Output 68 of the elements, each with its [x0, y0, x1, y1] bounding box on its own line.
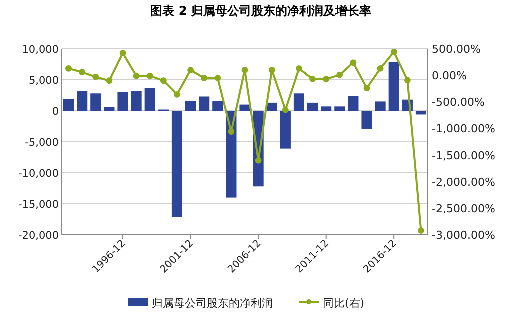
- point: [160, 78, 167, 84]
- point: [146, 72, 154, 80]
- point: [390, 48, 398, 56]
- point: [242, 67, 248, 74]
- bar: [321, 106, 332, 111]
- bar: [362, 111, 372, 129]
- y-tick-label: 10,000: [22, 44, 59, 56]
- bar: [240, 104, 250, 111]
- bar: [416, 111, 427, 115]
- bar: [307, 102, 318, 111]
- point: [404, 77, 411, 84]
- point: [255, 157, 262, 164]
- bar: [185, 101, 196, 111]
- bar: [77, 91, 88, 111]
- point: [336, 72, 344, 78]
- bar: [388, 62, 400, 111]
- point: [377, 65, 384, 72]
- point: [214, 75, 222, 82]
- point: [106, 78, 113, 84]
- bar: [104, 107, 115, 111]
- point: [120, 50, 126, 56]
- y2-tick-label: -1,500.00%: [432, 149, 496, 162]
- y-tick-label: -10,000: [18, 168, 59, 180]
- y-tick-label: -15,000: [18, 199, 59, 211]
- bar: [144, 88, 156, 111]
- y2-tick-label: 0.00%: [432, 70, 467, 83]
- point: [188, 67, 194, 74]
- y-tick-label: -5,000: [25, 137, 59, 149]
- bar: [294, 94, 305, 111]
- point: [323, 76, 330, 82]
- point: [79, 69, 86, 76]
- y2-tick-label: -2,000.00%: [432, 176, 496, 189]
- chart-title: 图表 2 归属母公司股东的净利润及增长率: [150, 4, 372, 18]
- y2-tick-label: -2,500.00%: [432, 202, 496, 216]
- y2-tick-label: 500.00%: [432, 43, 481, 56]
- bar: [348, 96, 359, 111]
- point: [92, 74, 100, 80]
- point: [418, 228, 424, 234]
- point: [310, 76, 316, 82]
- point: [282, 106, 289, 114]
- bar: [172, 111, 183, 218]
- bar: [199, 96, 210, 111]
- point: [66, 65, 72, 72]
- y2-tick-label: -1,000.00%: [432, 122, 496, 136]
- y2-tick-label: -500.00%: [432, 96, 485, 110]
- y-tick-label: 0: [52, 106, 59, 118]
- y-tick-label: -20,000: [18, 230, 59, 242]
- bar: [280, 111, 291, 149]
- bar: [118, 92, 128, 111]
- bar: [266, 102, 278, 111]
- bar: [334, 106, 346, 111]
- bar: [90, 94, 102, 111]
- point: [133, 72, 140, 80]
- point: [201, 75, 208, 82]
- y2-tick-label: -3,000.00%: [432, 229, 496, 242]
- point: [228, 128, 235, 136]
- point: [350, 60, 357, 66]
- point: [174, 92, 180, 98]
- point: [296, 65, 302, 72]
- point: [364, 85, 370, 92]
- legend-label: 同比(右): [323, 297, 365, 310]
- bar: [212, 101, 224, 111]
- bar: [375, 102, 386, 111]
- bar: [131, 91, 142, 111]
- y-tick-label: 5,000: [28, 75, 59, 87]
- point: [268, 67, 276, 74]
- bar: [63, 99, 74, 111]
- legend-label: 归属母公司股东的净利润: [152, 297, 273, 310]
